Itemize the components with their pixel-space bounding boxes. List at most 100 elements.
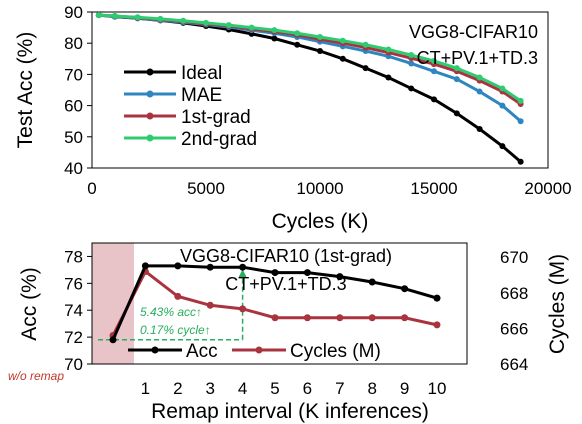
top-data-point [476,74,483,81]
bottom-x-tick-label: 5 [270,379,279,398]
bottom-y2-axis-label: Cycles (M) [546,254,569,354]
bottom-x-tick-label: 9 [400,379,409,398]
top-x-tick-label: 15000 [410,179,457,198]
top-data-point [431,68,437,75]
top-data-point [271,27,278,34]
top-data-point [339,37,346,44]
bottom-y-tick-label: 74 [64,301,83,320]
bottom-data-point [401,285,409,293]
top-data-point [294,30,301,37]
bottom-y2-tick-label: 666 [500,319,528,338]
top-x-tick-label: 10000 [296,179,343,198]
cycle-gain-annotation: 0.17% cycle↑ [140,323,211,337]
top-data-point [339,55,346,62]
top-legend-marker [146,68,154,76]
top-x-tick-label: 0 [87,179,96,198]
top-data-point [408,52,415,59]
top-chart: 40 50 60 70 80 90 0 5000 10000 15000 20000 VGG8-CI… [14,3,572,233]
acc-gain-annotation: 5.43% acc↑ [140,305,202,319]
top-legend-label: Ideal [181,63,222,84]
bottom-annotations: 5.43% acc↑ 0.17% cycle↑ [98,269,247,341]
top-data-point [517,118,524,125]
bottom-data-point [336,273,344,281]
top-y-tick-label: 80 [64,34,83,53]
bottom-data-point [206,263,214,271]
top-data-point [317,48,323,54]
bottom-x-tick-label: 6 [303,379,312,398]
bottom-legend: Acc Cycles (M) [128,341,381,362]
top-data-point [134,14,141,21]
bottom-data-point [433,321,441,329]
top-legend-label: 2nd-grad [181,129,257,150]
bottom-legend-label: Acc [186,341,218,362]
bottom-data-point [336,314,344,322]
bottom-chart-subtitle: CT+PV.1+TD.3 [225,274,346,294]
top-x-axis-label: Cycles (K) [272,210,369,233]
top-data-point [453,76,460,83]
top-data-point [453,65,460,72]
top-data-point [180,17,187,24]
top-data-point [95,12,102,19]
top-chart-title: VGG8-CIFAR10 [409,22,538,42]
top-data-point [431,57,437,64]
bottom-data-point [368,314,376,322]
top-ticks: 40 50 60 70 80 90 0 5000 10000 15000 20000 [64,3,572,198]
bottom-data-point [174,262,182,270]
top-data-point [431,96,437,103]
bottom-data-point [271,269,279,277]
wo-remap-label: w/o remap [8,369,64,383]
top-plot-area [91,11,549,169]
bottom-y-axis-label: Acc (%) [18,267,41,341]
bottom-x-tick-label: 2 [173,379,182,398]
top-series [95,12,524,165]
top-data-point [317,33,323,40]
top-data-point [385,74,392,81]
top-y-tick-label: 60 [64,97,83,116]
wo-remap-shade [92,243,134,364]
bottom-data-point [401,314,409,322]
top-data-point [271,35,278,42]
top-data-point [476,88,483,95]
top-y-axis-label: Test Acc (%) [14,32,37,149]
top-legend-marker [146,134,154,142]
bottom-y-tick-label: 78 [64,247,83,266]
bottom-y-tick-label: 76 [64,274,83,293]
top-y-tick-label: 40 [64,159,83,178]
top-data-point [499,102,506,109]
top-series-line [98,13,522,103]
top-data-point [362,65,369,72]
bottom-x-tick-label: 10 [428,379,447,398]
bottom-data-point [271,314,279,322]
top-y-tick-label: 50 [64,128,83,147]
top-data-point [157,15,164,22]
top-data-point [517,97,524,104]
top-data-point [453,110,460,117]
top-data-point [362,41,369,48]
bottom-series [109,262,441,344]
bottom-x-tick-label: 8 [367,379,376,398]
bottom-x-axis-label: Remap interval (K inferences) [151,400,429,423]
bottom-data-point [141,262,149,270]
top-y-tick-label: 70 [64,65,83,84]
top-data-point [294,41,301,48]
bottom-legend-marker [255,346,263,354]
bottom-data-point [303,314,311,322]
top-data-point [225,22,232,29]
bottom-x-tick-label: 7 [335,379,344,398]
top-data-point [385,46,392,53]
top-data-point [408,85,415,92]
top-data-point [517,158,524,165]
top-legend-marker [146,90,154,98]
top-x-tick-label: 20000 [524,179,571,198]
bottom-data-point [303,269,311,277]
bottom-legend-label: Cycles (M) [290,341,381,362]
bottom-legend-marker [151,346,159,354]
bottom-x-tick-label: 3 [205,379,214,398]
top-data-point [499,85,506,92]
bottom-data-point [174,292,182,300]
bottom-data-point [433,294,441,302]
top-chart-subtitle: CT+PV.1+TD.3 [417,48,538,68]
top-legend-label: 1st-grad [181,107,251,128]
